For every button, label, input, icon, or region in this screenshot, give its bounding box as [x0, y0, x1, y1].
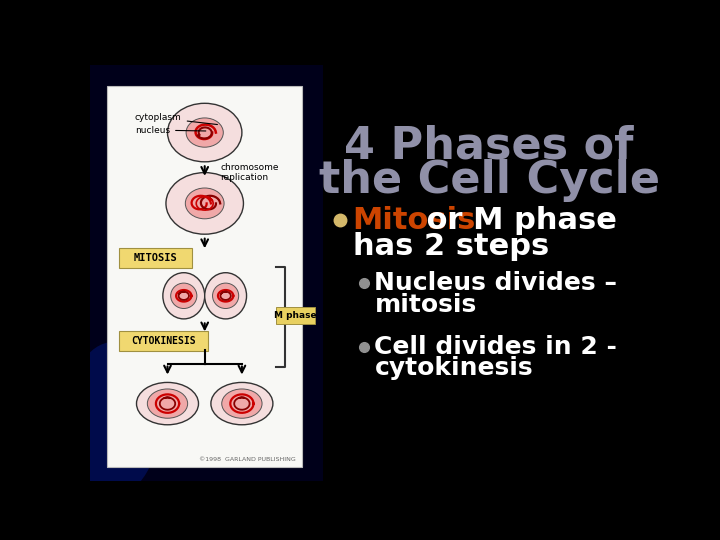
Text: the Cell Cycle: the Cell Cycle — [319, 159, 660, 202]
Ellipse shape — [137, 382, 199, 425]
Text: nucleus: nucleus — [135, 126, 206, 134]
Text: Mitosis: Mitosis — [353, 206, 476, 235]
Text: Cell divides in 2 -: Cell divides in 2 - — [374, 335, 617, 359]
Ellipse shape — [211, 382, 273, 425]
Ellipse shape — [204, 273, 246, 319]
Ellipse shape — [163, 273, 204, 319]
FancyBboxPatch shape — [120, 248, 192, 268]
Ellipse shape — [185, 188, 224, 219]
FancyBboxPatch shape — [107, 86, 302, 467]
Text: has 2 steps: has 2 steps — [353, 232, 549, 261]
Ellipse shape — [166, 173, 243, 234]
Ellipse shape — [171, 283, 197, 308]
Ellipse shape — [212, 283, 239, 308]
Text: MITOSIS: MITOSIS — [134, 253, 178, 263]
Ellipse shape — [168, 103, 242, 162]
Text: CYTOKINESIS: CYTOKINESIS — [131, 336, 196, 346]
Text: cytoplasm: cytoplasm — [135, 113, 217, 125]
Ellipse shape — [186, 118, 223, 147]
Text: chromosome
replication: chromosome replication — [220, 163, 279, 183]
FancyBboxPatch shape — [120, 331, 208, 351]
Text: Nucleus divides –: Nucleus divides – — [374, 272, 618, 295]
FancyBboxPatch shape — [90, 65, 323, 481]
Text: ©1998  GARLAND PUBLISHING: ©1998 GARLAND PUBLISHING — [199, 457, 295, 462]
Ellipse shape — [67, 342, 160, 496]
Text: or M phase: or M phase — [416, 206, 617, 235]
Text: 4 Phases of: 4 Phases of — [344, 124, 634, 167]
Ellipse shape — [222, 389, 262, 418]
Text: M phase: M phase — [274, 312, 317, 320]
FancyBboxPatch shape — [276, 307, 315, 325]
Text: mitosis: mitosis — [374, 293, 477, 317]
Ellipse shape — [148, 389, 188, 418]
Text: cytokinesis: cytokinesis — [374, 356, 533, 380]
